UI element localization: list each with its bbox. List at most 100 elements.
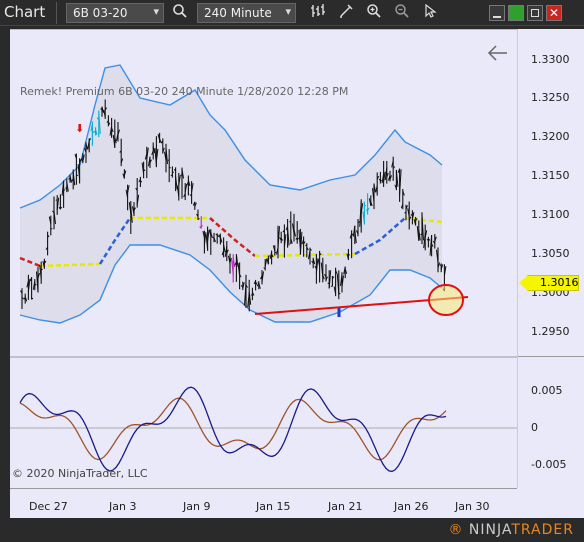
price-tick-label: 1.3100 <box>531 208 570 221</box>
ohlc-bar <box>160 138 165 154</box>
ohlc-bar <box>352 225 357 245</box>
ninjatrader-logo: ® NINJATRADER <box>448 522 574 538</box>
ohlc-bar <box>167 149 171 183</box>
instrument-selector[interactable]: 6B 03-20 ▾ <box>66 3 164 23</box>
restore-icon[interactable] <box>527 5 543 21</box>
ohlc-bar <box>308 247 312 265</box>
ohlc-bar <box>125 184 130 211</box>
back-arrow-icon[interactable] <box>487 45 507 61</box>
left-border <box>0 26 10 518</box>
price-tick-label: 1.3250 <box>531 91 570 104</box>
bar-type-icon[interactable] <box>308 3 328 23</box>
ohlc-bar <box>65 178 69 193</box>
ohlc-bar <box>375 172 380 196</box>
price-axis[interactable]: 1.3300 1.3250 1.3200 1.3150 1.3100 1.305… <box>517 29 584 488</box>
ohlc-bar <box>340 272 344 293</box>
moving-average-segment <box>19 256 41 268</box>
oscillator-tick-label: 0 <box>531 421 538 434</box>
ohlc-bar <box>311 257 316 269</box>
ohlc-bar <box>250 287 255 301</box>
highlight-circle[interactable] <box>428 284 464 316</box>
oscillator-tick-label: -0.005 <box>531 458 567 471</box>
ohlc-bar <box>394 169 399 191</box>
current-price-tag: 1.3016 <box>519 275 579 291</box>
ohlc-bar <box>253 279 258 291</box>
ohlc-bar <box>343 266 348 279</box>
chart-toolbar: Chart 6B 03-20 ▾ 240 Minute ▾ <box>0 0 584 26</box>
signal-arrow-down-icon: ⬇ <box>75 122 84 135</box>
ohlc-bar <box>26 274 31 300</box>
ohlc-bar <box>410 210 415 225</box>
moving-average-segment <box>39 262 101 268</box>
ohlc-bar <box>103 99 108 119</box>
ohlc-bar <box>336 270 341 300</box>
ohlc-bar <box>154 136 159 168</box>
ohlc-bar <box>429 234 434 257</box>
ohlc-bar <box>32 279 37 291</box>
oscillator-slow-line <box>19 397 447 461</box>
ohlc-bar <box>116 122 120 142</box>
ohlc-bar <box>289 211 293 245</box>
ohlc-bar <box>221 237 226 258</box>
time-tick-label: Jan 9 <box>183 500 211 513</box>
ohlc-bar <box>180 167 184 199</box>
drawing-pencil-icon[interactable] <box>336 3 356 23</box>
ohlc-bar <box>52 196 56 230</box>
toolbar-separator <box>56 2 57 24</box>
interval-selector[interactable]: 240 Minute ▾ <box>197 3 296 23</box>
close-icon[interactable]: ✕ <box>546 5 562 21</box>
ohlc-bar <box>279 231 284 244</box>
ohlc-bar <box>77 158 82 184</box>
ohlc-bar <box>404 204 408 221</box>
ohlc-bar <box>356 219 360 237</box>
ohlc-bar <box>157 132 162 144</box>
instrument-value: 6B 03-20 <box>73 6 128 20</box>
price-tick-label: 1.3150 <box>531 169 570 182</box>
ohlc-bar <box>282 224 287 258</box>
ohlc-bar <box>365 193 370 215</box>
ohlc-bar <box>23 293 28 304</box>
ohlc-bar <box>36 267 40 293</box>
ohlc-bar <box>42 258 47 269</box>
ohlc-bar <box>384 160 389 184</box>
axis-divider <box>518 356 584 357</box>
zoom-out-icon[interactable] <box>392 3 412 23</box>
chart-plot-area[interactable]: ⬇ Remek! Premium 6B 03-20 240 Minute 1/2… <box>10 29 517 488</box>
maximize-green-icon[interactable] <box>508 5 524 21</box>
footer-bar: ® NINJATRADER <box>0 518 584 542</box>
moving-average-segment <box>209 217 256 257</box>
ohlc-bar <box>29 276 34 300</box>
ohlc-bar <box>381 160 386 187</box>
time-axis[interactable]: Dec 27 Jan 3 Jan 9 Jan 15 Jan 21 Jan 26 … <box>10 488 517 518</box>
ohlc-bar <box>333 267 338 297</box>
axis-corner <box>517 488 584 518</box>
logo-mark: ® <box>448 522 464 538</box>
ohlc-bar <box>378 171 383 184</box>
minimize-icon[interactable] <box>489 5 505 21</box>
pointer-icon[interactable] <box>420 3 440 23</box>
ohlc-bar <box>324 264 328 282</box>
ohlc-bar <box>71 169 76 190</box>
search-icon[interactable] <box>170 3 190 23</box>
oscillator-tick-label: 0.005 <box>531 384 563 397</box>
ohlc-bar <box>218 233 223 245</box>
ohlc-bar <box>80 153 85 164</box>
zoom-in-icon[interactable] <box>364 3 384 23</box>
ohlc-bar <box>61 180 66 208</box>
ohlc-bar <box>96 110 101 138</box>
moving-average-segment <box>404 216 443 224</box>
ohlc-bar <box>426 236 431 248</box>
ohlc-bar <box>45 231 50 256</box>
ohlc-bar <box>135 177 140 208</box>
chevron-down-icon: ▾ <box>153 5 159 18</box>
ohlc-bar <box>122 169 127 179</box>
price-tick-label: 1.3300 <box>531 53 570 66</box>
ohlc-bar <box>189 181 194 204</box>
time-tick-label: Jan 21 <box>328 500 363 513</box>
ohlc-bar <box>397 168 402 202</box>
ohlc-bar <box>205 226 210 251</box>
ohlc-bar <box>320 257 325 283</box>
ohlc-bar <box>439 263 444 273</box>
window-title: Chart <box>4 3 46 21</box>
